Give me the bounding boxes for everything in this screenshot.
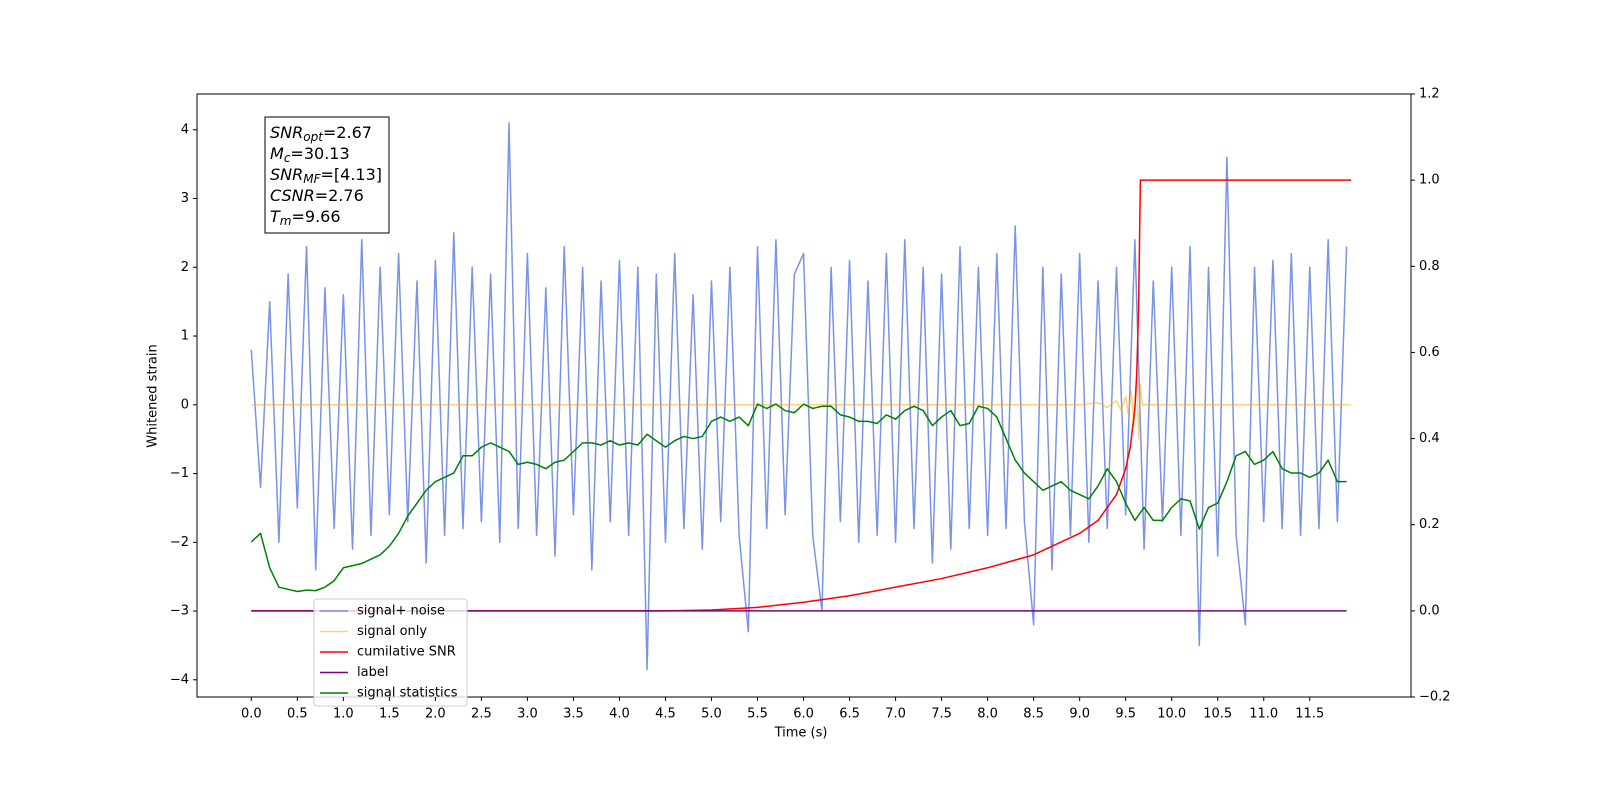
annotation-subscript: m [280,214,292,228]
annotation-symbol: SNR [270,123,303,142]
y2-tick-label: 0.2 [1419,517,1440,532]
annotation-frame [264,116,390,234]
annotation-line: Tm=9.66 [270,207,341,228]
annotation-value: =9.66 [291,207,340,226]
x-tick-label: 10.5 [1203,707,1232,722]
series-line [251,373,1352,440]
x-tick-label: 2.0 [425,707,446,722]
x-tick-label: 7.5 [931,707,952,722]
x-tick-label: 1.5 [379,707,400,722]
annotation-symbol: SNR [270,165,303,184]
y2-tick-label: 1.2 [1419,87,1440,102]
y2-tick-label: 0.6 [1419,345,1440,360]
x-tick-label: 6.0 [793,707,814,722]
legend-frame [313,598,468,707]
legend-label: label [357,665,388,680]
y2-tick-label: 0.0 [1419,603,1440,618]
x-tick-label: 3.0 [517,707,538,722]
annotation-value: =30.13 [290,144,349,163]
y2-tick-label: 0.8 [1419,259,1440,274]
series-line [250,122,1348,671]
x-tick-label: 3.5 [563,707,584,722]
series-line [251,179,1352,612]
legend: signal+ noise signal only cumilative SNR la… [313,598,468,707]
x-tick-label: 9.0 [1069,707,1090,722]
annotation-symbol: CSNR [270,186,315,205]
x-tick-label: 9.5 [1115,707,1136,722]
x-tick-label: 4.0 [609,707,630,722]
x-tick-label: 0.5 [287,707,308,722]
annotation-line: SNRopt=2.67 [270,123,372,144]
x-tick-label: 10.0 [1157,707,1186,722]
y-axis-label: Whitened strain [146,344,161,447]
annotation-line: Mc=30.13 [270,144,350,165]
x-tick-label: 8.5 [1023,707,1044,722]
legend-label: signal only [357,624,427,639]
legend-label: signal+ noise [357,604,445,619]
annotation-subscript: c [284,151,291,165]
y-tick-label: −3 [170,604,189,619]
legend-label: signal statistics [357,686,458,701]
series-line [250,403,1347,593]
x-tick-label: 11.5 [1295,707,1324,722]
annotation-line: SNRMF=[4.13] [270,165,382,186]
x-tick-label: 7.0 [885,707,906,722]
annotation-value: =[4.13] [321,165,383,184]
y-tick-label: 2 [181,260,189,275]
x-axis-label: Time (s) [774,726,828,741]
y2-tick-label: 1.0 [1419,173,1440,188]
annotation-value: =2.67 [323,123,372,142]
annotation-line: CSNR=2.76 [270,186,364,205]
x-tick-label: 8.0 [977,707,998,722]
x-tick-label: 6.5 [839,707,860,722]
y-tick-label: −1 [170,466,189,481]
x-tick-label: 11.0 [1249,707,1278,722]
annotation-subscript: MF [303,172,321,186]
annotation-value: =2.76 [315,186,364,205]
annotation-symbol: M [270,144,284,163]
annotation-symbol: T [270,207,281,226]
y-tick-label: −4 [170,672,189,687]
legend-label: cumilative SNR [357,645,456,660]
x-tick-label: 1.0 [333,707,354,722]
y-tick-label: 4 [181,122,189,137]
y-tick-label: 1 [181,329,189,344]
y2-tick-label: 0.4 [1419,431,1440,446]
y-tick-label: −2 [170,535,189,550]
annotation-box: SNRopt=2.67Mc=30.13SNRMF=[4.13]CSNR=2.76… [264,116,390,234]
x-tick-label: 2.5 [471,707,492,722]
y2-tick-label: −0.2 [1419,690,1451,705]
y-tick-label: 0 [181,397,189,412]
x-tick-label: 4.5 [655,707,676,722]
x-tick-label: 0.0 [241,707,262,722]
y-tick-label: 3 [181,191,189,206]
x-tick-label: 5.0 [701,707,722,722]
annotation-subscript: opt [303,130,324,144]
x-tick-label: 5.5 [747,707,768,722]
